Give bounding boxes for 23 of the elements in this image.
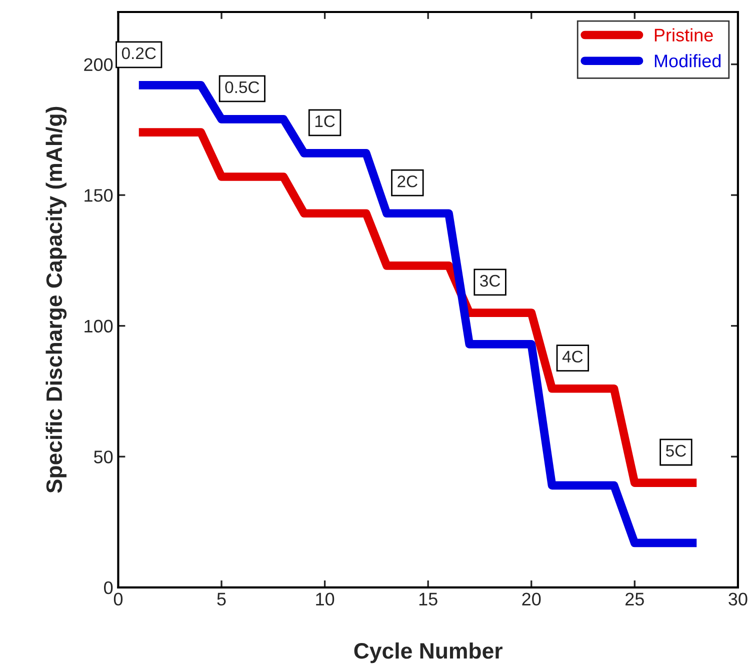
y-tick-label: 200	[84, 58, 113, 72]
annotation: 3C	[480, 274, 500, 287]
legend-label: Pristine	[654, 28, 713, 42]
y-tick-label: 50	[94, 450, 113, 464]
annotation: 5C	[666, 444, 686, 457]
y-axis-title: Specific Discharge Capacity (mAh/g)	[46, 106, 67, 493]
y-tick-label: 150	[84, 189, 113, 202]
legend-label: Modified	[654, 54, 721, 68]
annotation: 4C	[562, 350, 583, 363]
x-tick-label: 15	[419, 592, 438, 606]
x-tick-label: 20	[522, 592, 541, 606]
annotation: 0.2C	[122, 47, 156, 60]
x-axis-title: Cycle Number	[354, 642, 502, 664]
annotation: 1C	[315, 115, 335, 128]
x-tick-label: 10	[316, 592, 334, 606]
x-tick-label: 30	[728, 592, 748, 606]
annotation: 2C	[398, 176, 418, 188]
x-tick-label: 5	[217, 592, 226, 606]
x-tick-label: 0	[114, 592, 123, 606]
y-tick-label: 0	[104, 581, 113, 594]
x-tick-label: 25	[626, 592, 644, 606]
y-tick-label: 100	[84, 320, 113, 333]
annotation: 0.5C	[225, 81, 260, 94]
